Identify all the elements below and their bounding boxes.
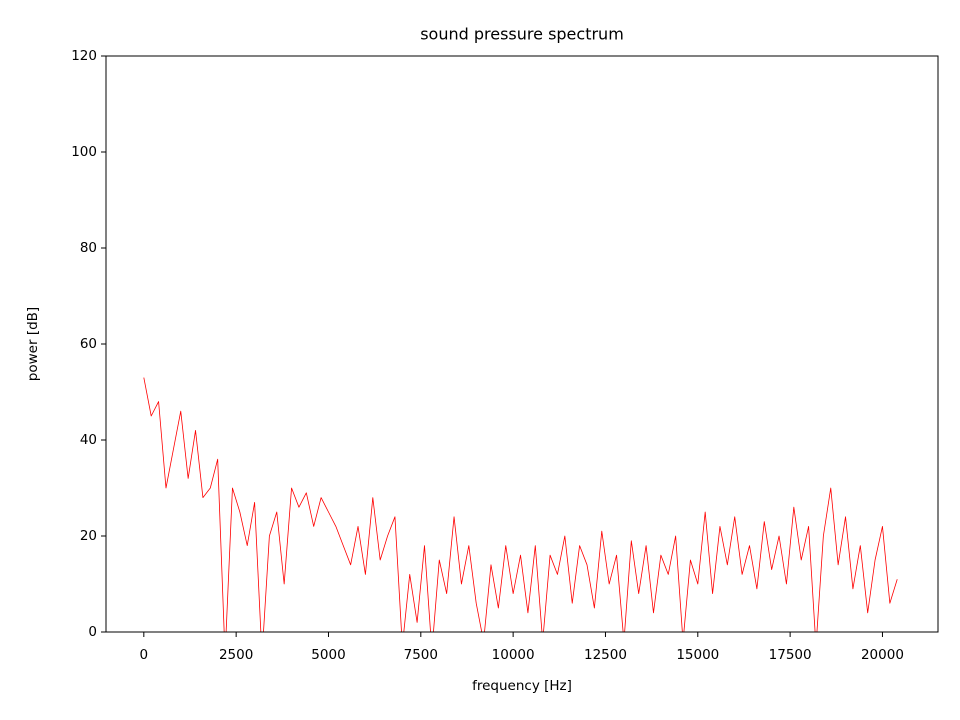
- x-tick-label: 10000: [492, 647, 535, 663]
- y-tick-label: 60: [80, 336, 97, 352]
- y-tick-label: 20: [80, 528, 97, 544]
- x-tick-label: 15000: [676, 647, 719, 663]
- x-tick-label: 5000: [311, 647, 345, 663]
- x-tick-label: 2500: [219, 647, 253, 663]
- x-tick-label: 7500: [404, 647, 438, 663]
- x-axis-label: frequency [Hz]: [472, 678, 572, 694]
- x-tick-label: 17500: [769, 647, 812, 663]
- y-tick-label: 120: [71, 48, 97, 64]
- chart-title: sound pressure spectrum: [420, 25, 624, 44]
- y-axis-label: power [dB]: [25, 307, 41, 381]
- x-tick-label: 12500: [584, 647, 627, 663]
- y-tick-label: 0: [88, 624, 97, 640]
- y-tick-label: 80: [80, 240, 97, 256]
- y-tick-label: 40: [80, 432, 97, 448]
- x-tick-label: 0: [140, 647, 149, 663]
- y-tick-label: 100: [71, 144, 97, 160]
- spectrum-line: [143, 377, 898, 632]
- plot-frame: [105, 55, 939, 633]
- x-tick-label: 20000: [861, 647, 904, 663]
